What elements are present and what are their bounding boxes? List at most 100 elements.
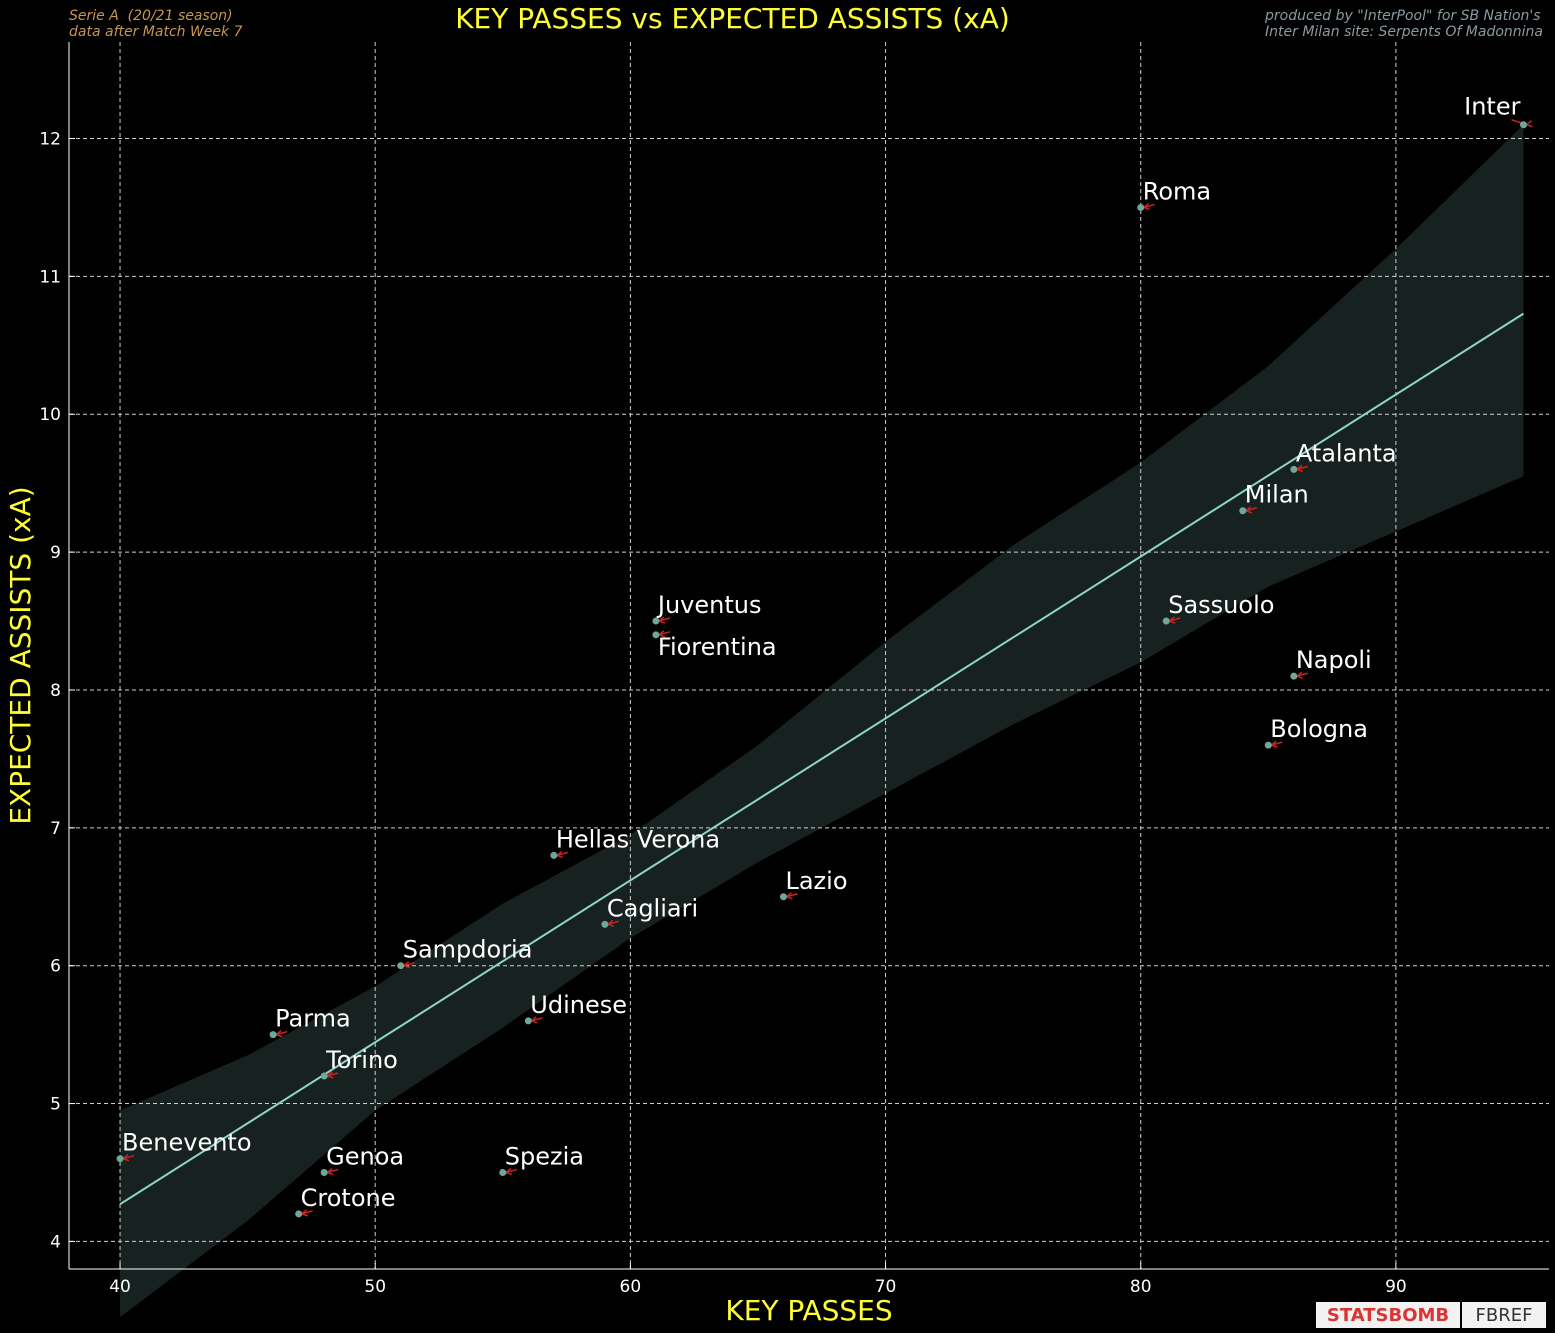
data-point — [499, 1168, 507, 1176]
data-point — [652, 617, 660, 625]
data-point — [320, 1168, 328, 1176]
site-credit: Inter Milan site: Serpents Of Madonnina — [1265, 24, 1543, 40]
annotation-arrow — [505, 1168, 517, 1174]
team-label: Bologna — [1270, 715, 1368, 743]
regression-line — [119, 312, 1525, 1206]
y-tick-label: 11 — [39, 267, 61, 287]
team-label: Milan — [1245, 481, 1309, 509]
team-label: Sampdoria — [403, 936, 533, 964]
annotation-arrowhead — [1526, 120, 1533, 128]
annotation-arrowhead — [556, 850, 564, 859]
y-tick-label: 7 — [50, 819, 61, 839]
annotation-arrow — [275, 1030, 288, 1036]
annotation-arrow — [326, 1168, 339, 1174]
team-label: Genoa — [326, 1142, 404, 1170]
y-axis-label: EXPECTED ASSISTS (xA) — [4, 486, 37, 824]
x-tick-label: 70 — [875, 1277, 897, 1297]
annotation-arrowhead — [326, 1167, 334, 1176]
data-point — [269, 1031, 277, 1039]
x-tick-label: 90 — [1385, 1277, 1407, 1297]
team-label: Fiorentina — [658, 633, 777, 661]
x-tick-label: 60 — [620, 1277, 642, 1297]
annotation-arrow — [1169, 617, 1181, 622]
annotation-arrow — [1143, 203, 1155, 209]
team-label: Atalanta — [1296, 439, 1397, 467]
annotation-arrowhead — [658, 630, 666, 638]
team-label: Spezia — [505, 1142, 584, 1170]
data-point — [320, 1072, 328, 1080]
annotation-arrow — [531, 1017, 543, 1022]
data-point — [1290, 672, 1298, 680]
annotation-arrowhead — [122, 1154, 130, 1162]
annotation-arrow — [786, 893, 798, 898]
data-point — [1519, 121, 1527, 129]
y-tick-label: 4 — [50, 1232, 61, 1252]
chart-title: KEY PASSES vs EXPECTED ASSISTS (xA) — [455, 2, 1010, 35]
team-label: Udinese — [530, 991, 627, 1019]
header-info-right: produced by "InterPool" for SB Nation's … — [1265, 8, 1543, 40]
data-point — [116, 1155, 124, 1163]
team-label: Torino — [325, 1046, 398, 1074]
annotation-arrowhead — [301, 1209, 308, 1217]
annotation-arrowhead — [1296, 464, 1304, 473]
x-tick-label: 80 — [1130, 1277, 1152, 1297]
data-point — [1162, 617, 1170, 625]
annotation-arrow — [658, 631, 671, 636]
team-label: Parma — [275, 1005, 351, 1033]
team-label: Inter — [1464, 93, 1520, 121]
team-label: Lazio — [785, 867, 847, 895]
annotation-arrowhead — [275, 1030, 283, 1038]
data-point — [1290, 465, 1298, 473]
annotation-arrow — [556, 851, 569, 857]
y-tick-label: 12 — [39, 130, 61, 150]
annotation-arrow — [658, 617, 671, 622]
data-point — [779, 893, 787, 901]
annotation-arrowhead — [530, 1016, 538, 1024]
annotation-arrowhead — [505, 1167, 513, 1176]
team-label: Napoli — [1296, 646, 1372, 674]
annotation-arrow — [122, 1154, 135, 1160]
season-label: Serie A (20/21 season) — [69, 8, 233, 24]
annotation-arrowhead — [1270, 740, 1278, 748]
y-tick-label: 6 — [50, 957, 61, 977]
y-tick-label: 5 — [50, 1095, 61, 1115]
data-point — [397, 962, 405, 970]
annotation-arrow — [301, 1210, 313, 1215]
y-tick-label: 9 — [50, 543, 61, 563]
annotation-arrowhead — [786, 892, 793, 900]
source-logos: STATSBOMB FBREF — [1316, 1302, 1546, 1328]
confidence-band — [120, 124, 1524, 1318]
team-label: Sassuolo — [1168, 591, 1274, 619]
team-label: Juventus — [656, 591, 762, 619]
team-label: Hellas Verona — [556, 825, 720, 853]
annotation-arrow — [403, 961, 415, 967]
data-point — [652, 631, 660, 639]
annotation-arrowhead — [1296, 671, 1304, 679]
annotation-arrow — [1245, 507, 1257, 512]
data-point — [295, 1210, 303, 1218]
annotation-arrow — [1271, 741, 1283, 746]
data-point — [1264, 741, 1272, 749]
team-label: Benevento — [122, 1129, 251, 1157]
team-label: Roma — [1143, 177, 1211, 205]
annotation-arrowhead — [1245, 506, 1253, 514]
annotation-arrow — [1296, 672, 1309, 677]
data-point — [601, 920, 609, 928]
annotation-arrowhead — [1168, 616, 1176, 624]
header-info-left: Serie A (20/21 season) data after Match … — [69, 8, 243, 40]
team-label: Crotone — [301, 1184, 396, 1212]
data-point — [550, 851, 558, 859]
x-tick-label: 40 — [109, 1277, 131, 1297]
fbref-logo: FBREF — [1462, 1302, 1546, 1328]
team-label: Cagliari — [607, 894, 698, 922]
matchweek-label: data after Match Week 7 — [69, 24, 243, 40]
y-tick-label: 8 — [50, 681, 61, 701]
annotation-arrowhead — [607, 919, 615, 928]
x-axis-label: KEY PASSES — [725, 1294, 892, 1327]
annotation-arrow — [607, 920, 620, 926]
data-point — [524, 1017, 532, 1025]
annotation-arrowhead — [403, 961, 410, 969]
data-point — [1239, 507, 1247, 515]
y-tick-label: 10 — [39, 405, 61, 425]
